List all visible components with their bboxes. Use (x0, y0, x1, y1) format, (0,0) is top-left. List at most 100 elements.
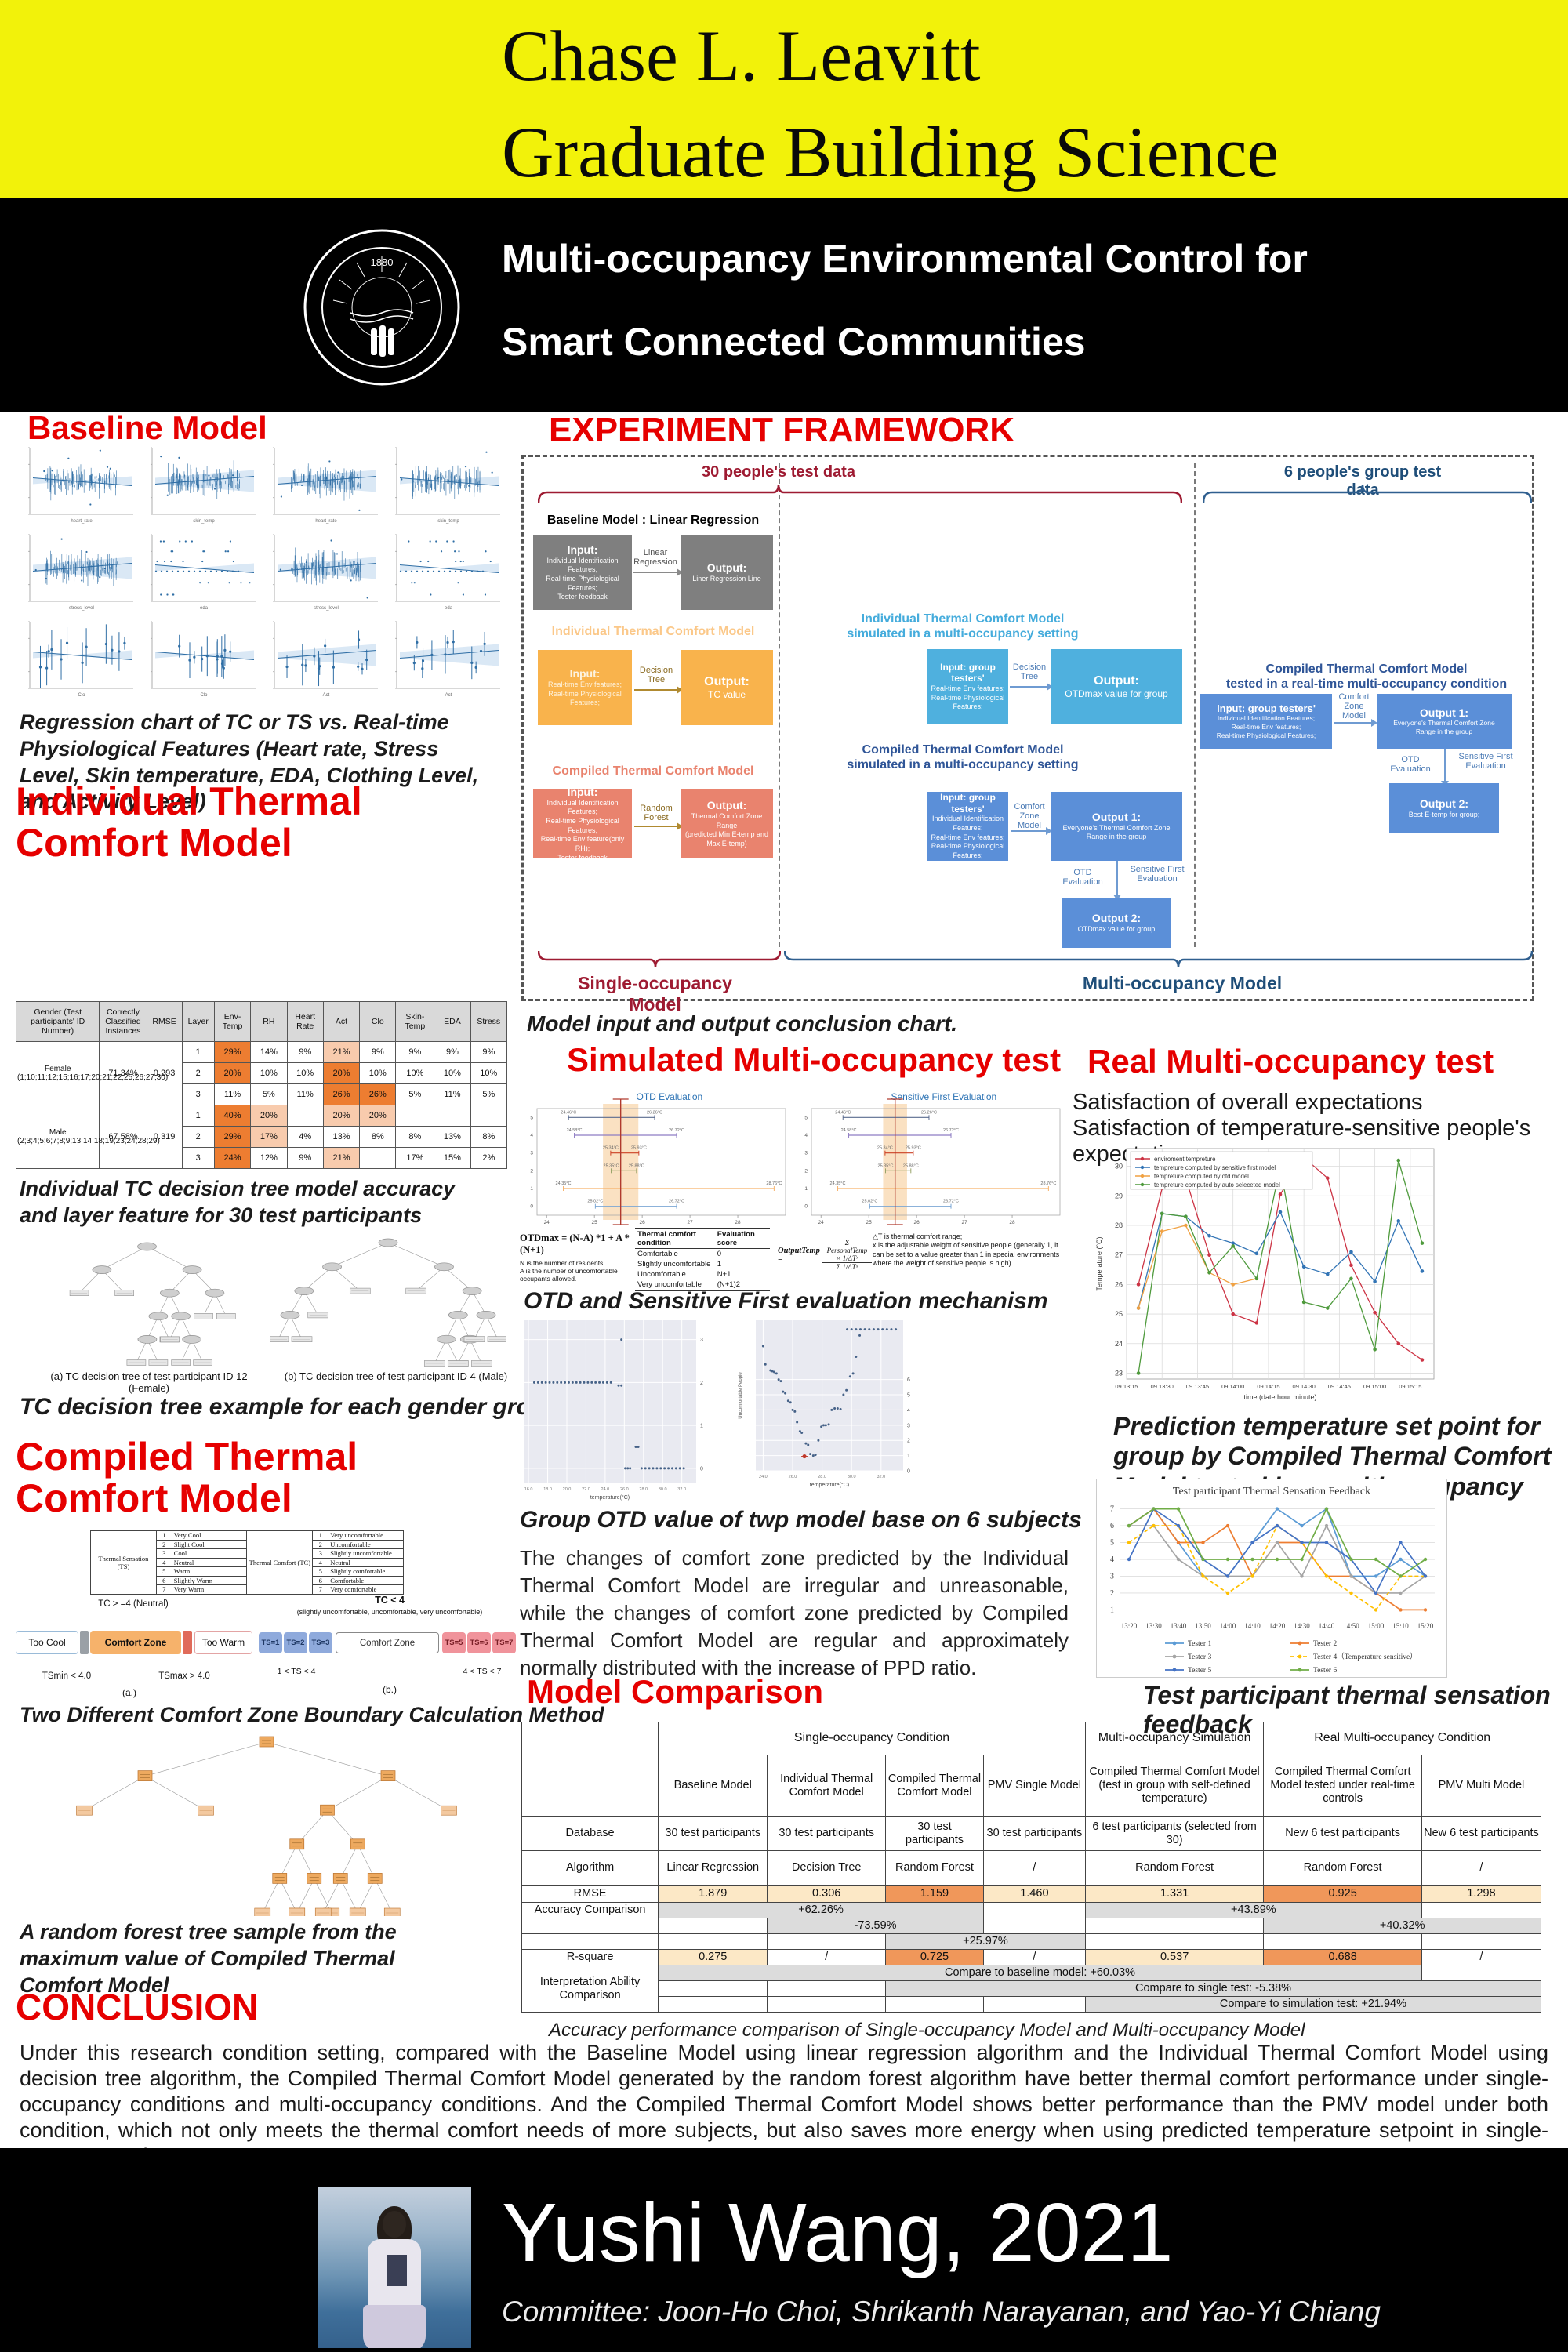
feature-cell: 29% (213, 1126, 252, 1148)
feature-cell: 10% (250, 1062, 288, 1084)
svg-text:13:30: 13:30 (1145, 1622, 1162, 1630)
svg-text:25.88°C: 25.88°C (629, 1163, 644, 1168)
svg-text:26: 26 (913, 1220, 920, 1225)
svg-text:26.26°C: 26.26°C (647, 1110, 662, 1115)
svg-text:27: 27 (961, 1220, 967, 1225)
real-compiled-title: Compiled Thermal Comfort Model tested in… (1225, 662, 1508, 691)
svg-text:28.76°C: 28.76°C (766, 1181, 782, 1186)
sim-eval-arrow (1113, 861, 1121, 901)
scatter-caption: Group OTD value of twp model base on 6 s… (520, 1507, 1082, 1533)
table-header: Layer (181, 1001, 215, 1042)
comparison-span-cell: +62.26% (658, 1902, 984, 1918)
regression-caption: Regression chart of TC or TS vs. Real-ti… (20, 710, 479, 814)
svg-text:24.58°C: 24.58°C (567, 1128, 583, 1133)
simulated-paragraph: The changes of comfort zone predicted by… (520, 1546, 1069, 1680)
feature-cell: 9% (395, 1041, 435, 1063)
bracket-30-people (538, 484, 1182, 503)
svg-text:25: 25 (866, 1220, 873, 1225)
model-header: Individual Thermal Comfort Model (767, 1755, 887, 1817)
real-eval-arrow (1441, 749, 1449, 787)
eval-cell: 1 (717, 1260, 722, 1269)
individual-arrow-label: Decision Tree (639, 666, 673, 685)
svg-text:28.0: 28.0 (639, 1487, 648, 1492)
svg-text:24: 24 (818, 1220, 825, 1225)
svg-text:25.02°C: 25.02°C (587, 1200, 603, 1204)
feature-cell: 12% (250, 1147, 288, 1169)
feature-cell: 15% (434, 1147, 471, 1169)
conclusion-heading: CONCLUSION (16, 1987, 259, 2027)
feature-cell: 9% (434, 1041, 471, 1063)
regression-panel: stress_level (273, 534, 378, 611)
ts-box: Comfort Zone (336, 1632, 439, 1653)
feature-cell: 8% (395, 1126, 435, 1148)
eval-cell: N+1 (717, 1270, 731, 1279)
svg-text:28: 28 (735, 1220, 741, 1225)
feature-cell: 9% (286, 1041, 324, 1063)
svg-text:skin_temp: skin_temp (437, 519, 459, 524)
table-header: Act (322, 1001, 361, 1042)
svg-text:Clo: Clo (78, 693, 85, 698)
boundary-caption: Two Different Comfort Zone Boundary Calc… (20, 1703, 604, 1726)
regression-panel: Act (395, 621, 500, 698)
feature-cell: 26% (322, 1083, 361, 1105)
feature-cell: 13% (322, 1126, 361, 1148)
tc-label: Thermal Comfort (TC) (246, 1530, 314, 1595)
svg-text:3: 3 (907, 1423, 910, 1428)
svg-text:26.72°C: 26.72°C (669, 1128, 684, 1133)
otd-note-1: N is the number of residents. (520, 1259, 605, 1267)
individual-flow-title: Individual Thermal Comfort Model (551, 625, 755, 638)
regression-panel: heart_rate (28, 447, 133, 524)
tsmin-label: TSmin < 4.0 (42, 1671, 92, 1681)
ts-box: TS=3 (309, 1632, 332, 1653)
student-name-year: Yushi Wang, 2021 (502, 2187, 1174, 2279)
eval-cell: (N+1)2 (717, 1280, 741, 1289)
svg-text:26: 26 (1115, 1280, 1123, 1288)
otd-note-2: A is the number of uncomfortable occupan… (520, 1267, 618, 1283)
svg-text:4: 4 (804, 1133, 808, 1138)
svg-text:3: 3 (700, 1338, 703, 1343)
svg-text:24.35°C: 24.35°C (556, 1181, 572, 1186)
committee-line: Committee: Joon-Ho Choi, Shrikanth Naray… (502, 2296, 1381, 2328)
baseline-arrow (633, 568, 683, 576)
svg-text:6: 6 (1110, 1522, 1114, 1530)
individual-table-caption: Individual TC decision tree model accura… (20, 1177, 456, 1227)
comparison-span-cell: Compare to baseline model: +60.03% (658, 1965, 1422, 1981)
model-header: Baseline Model (658, 1755, 768, 1817)
sim-compiled-arrow (1011, 827, 1052, 835)
svg-text:28.76°C: 28.76°C (1040, 1181, 1056, 1186)
svg-text:24.58°C: 24.58°C (841, 1128, 857, 1133)
eval-cell: Slightly uncomfortable (637, 1260, 711, 1269)
svg-text:20.0: 20.0 (563, 1487, 572, 1492)
ts-box: TS=2 (284, 1632, 307, 1653)
svg-text:30.0: 30.0 (659, 1487, 667, 1492)
svg-text:2: 2 (530, 1168, 533, 1174)
svg-text:30: 30 (1115, 1163, 1123, 1171)
svg-text:Act: Act (323, 693, 330, 698)
regression-panel: Clo (28, 621, 133, 698)
gender-cell: Female (1;10;11;12;15;16;17;20;21;22;25;… (15, 1041, 168, 1105)
regression-panel: stress_level (28, 534, 133, 611)
svg-text:stress_level: stress_level (69, 606, 94, 611)
comparison-span-cell: +40.32% (1263, 1918, 1541, 1934)
svg-text:24.0: 24.0 (601, 1487, 610, 1492)
sim-individual-output-box: Output: OTDmax value for group (1051, 649, 1182, 724)
header-band: Chase L. Leavitt Graduate Building Scien… (0, 0, 1568, 198)
svg-text:skin_temp: skin_temp (193, 519, 215, 524)
title-bar: 1880 Multi-occupancy Environmental Contr… (0, 198, 1568, 412)
svg-text:25.35°C: 25.35°C (878, 1163, 894, 1168)
svg-text:Tester 3: Tester 3 (1188, 1653, 1211, 1661)
model-header: Compiled Thermal Comfort Model (885, 1755, 984, 1817)
decision-tree-male (270, 1238, 506, 1367)
model-header: Compiled Thermal Comfort Model (test in … (1084, 1755, 1265, 1817)
svg-text:27: 27 (687, 1220, 693, 1225)
ts-label: Thermal Sensation (TS) (90, 1530, 157, 1595)
compiled-input-box: Input: Individual Identification Feature… (533, 786, 632, 862)
feature-cell: 4% (286, 1126, 324, 1148)
diagram-b-row: TS=1 TS=2 TS=3 Comfort Zone TS=5 TS=6 TS=7 (259, 1632, 521, 1653)
svg-text:14:30: 14:30 (1294, 1622, 1310, 1630)
svg-text:Clo: Clo (200, 693, 208, 698)
svg-text:Tester 6: Tester 6 (1313, 1667, 1337, 1675)
model-header: PMV Single Model (982, 1755, 1086, 1817)
svg-text:25.88°C: 25.88°C (903, 1163, 919, 1168)
